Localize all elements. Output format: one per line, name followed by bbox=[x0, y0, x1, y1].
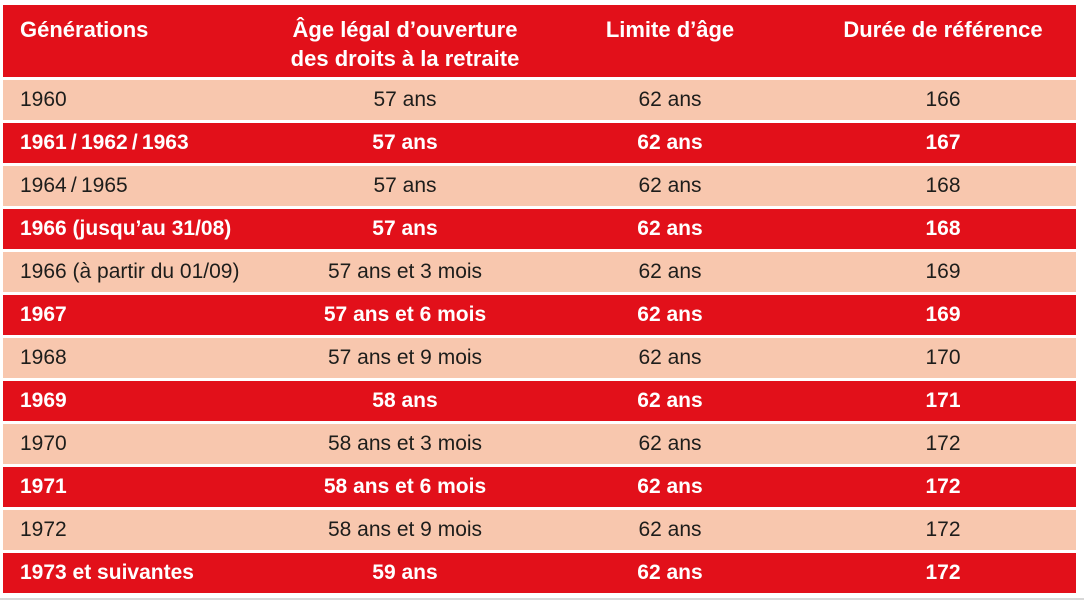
limite-age-cell: 62 ans bbox=[637, 389, 703, 412]
limite-age-cell: 62 ans bbox=[637, 217, 703, 240]
header-label: Âge légal d’ouverture bbox=[292, 17, 518, 42]
age-legal-cell: 57 ans bbox=[372, 131, 438, 154]
age-legal-cell: 58 ans et 9 mois bbox=[327, 518, 483, 541]
generation-cell: 1966 (jusqu’au 31/08) bbox=[20, 217, 232, 240]
table-row: 1971 58 ans et 6 mois 62 ans 172 bbox=[3, 467, 1076, 507]
retirement-age-table: Générations Âge légal d’ouverture des dr… bbox=[3, 5, 1076, 593]
table-row: 1967 57 ans et 6 mois 62 ans 169 bbox=[3, 295, 1076, 335]
header-label-line2: des droits à la retraite bbox=[290, 46, 520, 71]
bottom-divider bbox=[0, 598, 1084, 600]
duree-reference-cell: 170 bbox=[925, 346, 961, 369]
table-row: 1961 / 1962 / 1963 57 ans 62 ans 167 bbox=[3, 123, 1076, 163]
duree-reference-cell: 172 bbox=[925, 561, 961, 584]
table-row: 1966 (à partir du 01/09) 57 ans et 3 moi… bbox=[3, 252, 1076, 292]
table-header-row: Générations Âge légal d’ouverture des dr… bbox=[3, 5, 1076, 77]
limite-age-cell: 62 ans bbox=[638, 88, 702, 111]
limite-age-cell: 62 ans bbox=[637, 303, 703, 326]
limite-age-cell: 62 ans bbox=[638, 260, 702, 283]
limite-age-cell: 62 ans bbox=[638, 518, 702, 541]
duree-reference-cell: 168 bbox=[925, 217, 961, 240]
age-legal-cell: 58 ans et 6 mois bbox=[323, 475, 487, 498]
table-row: 1973 et suivantes 59 ans 62 ans 172 bbox=[3, 553, 1076, 593]
limite-age-cell: 62 ans bbox=[638, 432, 702, 455]
generation-cell: 1972 bbox=[20, 518, 67, 541]
age-legal-cell: 59 ans bbox=[372, 561, 438, 584]
limite-age-cell: 62 ans bbox=[637, 131, 703, 154]
table-row: 1972 58 ans et 9 mois 62 ans 172 bbox=[3, 510, 1076, 550]
header-cell-duree-reference: Durée de référence bbox=[810, 15, 1076, 44]
generation-cell: 1961 / 1962 / 1963 bbox=[20, 131, 189, 154]
generation-cell: 1973 et suivantes bbox=[20, 561, 194, 584]
table-row: 1966 (jusqu’au 31/08) 57 ans 62 ans 168 bbox=[3, 209, 1076, 249]
table-row: 1964 / 1965 57 ans 62 ans 168 bbox=[3, 166, 1076, 206]
generation-cell: 1968 bbox=[20, 346, 67, 369]
table-row: 1969 58 ans 62 ans 171 bbox=[3, 381, 1076, 421]
age-legal-cell: 57 ans bbox=[373, 88, 437, 111]
duree-reference-cell: 172 bbox=[925, 475, 961, 498]
limite-age-cell: 62 ans bbox=[637, 475, 703, 498]
table-row: 1968 57 ans et 9 mois 62 ans 170 bbox=[3, 338, 1076, 378]
limite-age-cell: 62 ans bbox=[638, 174, 702, 197]
limite-age-cell: 62 ans bbox=[638, 346, 702, 369]
limite-age-cell: 62 ans bbox=[637, 561, 703, 584]
header-cell-age-legal: Âge légal d’ouverture des droits à la re… bbox=[280, 15, 530, 73]
duree-reference-cell: 169 bbox=[925, 303, 961, 326]
age-legal-cell: 57 ans et 3 mois bbox=[327, 260, 483, 283]
age-legal-cell: 58 ans bbox=[372, 389, 438, 412]
header-label: Durée de référence bbox=[843, 17, 1043, 42]
table-row: 1960 57 ans 62 ans 166 bbox=[3, 80, 1076, 120]
generation-cell: 1966 (à partir du 01/09) bbox=[20, 260, 240, 283]
table-row: 1970 58 ans et 3 mois 62 ans 172 bbox=[3, 424, 1076, 464]
header-label: Limite d’âge bbox=[605, 17, 735, 42]
duree-reference-cell: 168 bbox=[925, 174, 961, 197]
duree-reference-cell: 172 bbox=[925, 432, 961, 455]
age-legal-cell: 57 ans et 9 mois bbox=[327, 346, 483, 369]
age-legal-cell: 57 ans bbox=[373, 174, 437, 197]
age-legal-cell: 57 ans et 6 mois bbox=[323, 303, 487, 326]
generation-cell: 1970 bbox=[20, 432, 67, 455]
generation-cell: 1969 bbox=[20, 389, 67, 412]
duree-reference-cell: 166 bbox=[925, 88, 961, 111]
duree-reference-cell: 169 bbox=[925, 260, 961, 283]
generation-cell: 1964 / 1965 bbox=[20, 174, 128, 197]
header-cell-generations: Générations bbox=[3, 15, 280, 44]
duree-reference-cell: 167 bbox=[925, 131, 961, 154]
generation-cell: 1971 bbox=[20, 475, 67, 498]
header-label: Générations bbox=[20, 17, 149, 42]
duree-reference-cell: 171 bbox=[925, 389, 961, 412]
generation-cell: 1967 bbox=[20, 303, 67, 326]
header-cell-limite-age: Limite d’âge bbox=[530, 15, 810, 44]
age-legal-cell: 57 ans bbox=[372, 217, 438, 240]
age-legal-cell: 58 ans et 3 mois bbox=[327, 432, 483, 455]
duree-reference-cell: 172 bbox=[925, 518, 961, 541]
generation-cell: 1960 bbox=[20, 88, 67, 111]
